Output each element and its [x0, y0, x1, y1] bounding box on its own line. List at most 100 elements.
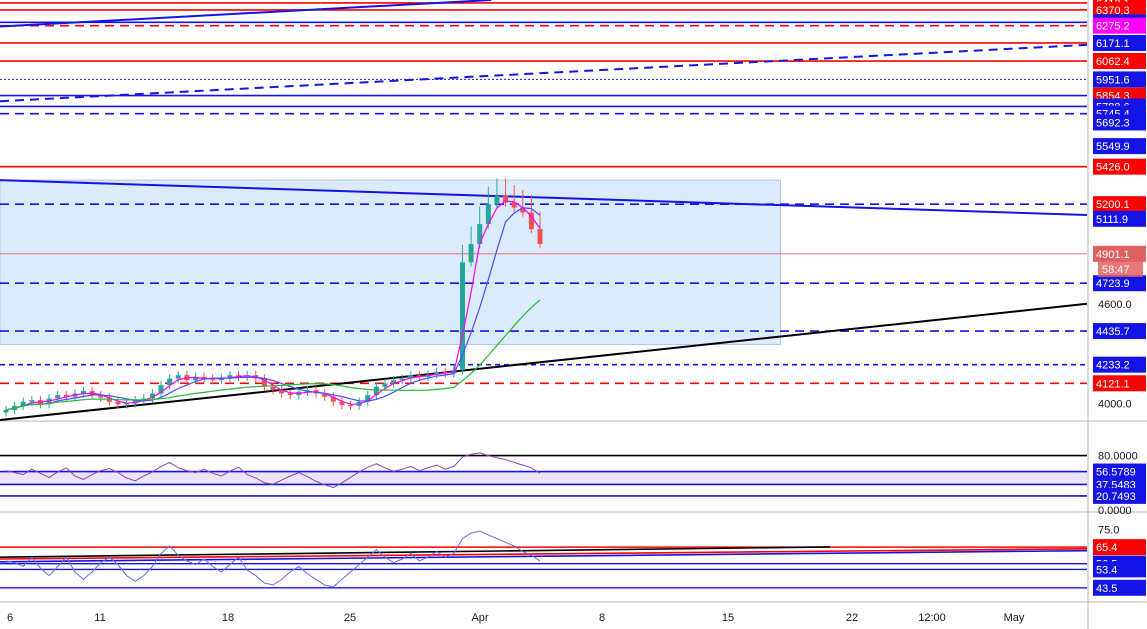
price-badge-label: 6275.2 — [1096, 21, 1130, 33]
trendline-ascending-black[interactable] — [0, 302, 1088, 421]
candle-body — [494, 195, 500, 205]
price-badge-bg — [1093, 1, 1146, 18]
candle-body — [322, 393, 328, 397]
price-badge-bg — [1093, 245, 1146, 262]
candle-body — [20, 401, 26, 406]
osc-tick-75.0: 75.0 — [1098, 524, 1119, 536]
rsi-badge-56.5789[interactable]: 56.5789 — [1093, 463, 1146, 480]
price-badge-label: 56.5789 — [1096, 467, 1136, 479]
candle-body — [485, 204, 491, 225]
trendline-mid-dashed-blue[interactable] — [0, 43, 1088, 103]
time-tick-12:00: 12:00 — [918, 612, 946, 624]
osc-badge-53.4[interactable]: 53.4 — [1093, 561, 1146, 578]
candle-body — [201, 376, 207, 379]
candle-body — [81, 390, 87, 394]
price-badge-6171.1[interactable]: 6171.1 — [1093, 34, 1146, 51]
osc-badge-65.4[interactable]: 65.4 — [1093, 539, 1146, 556]
candle-body — [382, 383, 388, 387]
range-zone — [0, 179, 781, 345]
price-badge-label: 5426.0 — [1096, 162, 1130, 174]
price-badge-6062.4[interactable]: 6062.4 — [1093, 53, 1146, 70]
price-badge-4435.7[interactable]: 4435.7 — [1093, 323, 1146, 340]
candle-body — [477, 224, 483, 245]
candle-body — [468, 244, 474, 263]
price-badge-label: 6062.4 — [1096, 56, 1130, 68]
price-badge-bg — [1093, 196, 1146, 213]
candle-body — [192, 376, 198, 381]
trendline-upper-blue[interactable] — [0, 0, 492, 28]
oscillator-line — [5, 530, 541, 588]
price-badge-label: 6171.1 — [1096, 38, 1130, 50]
candle-body — [98, 395, 104, 398]
price-badge-label: 5200.1 — [1096, 199, 1130, 211]
price-badge-bg — [1093, 138, 1146, 155]
candle-body — [520, 207, 526, 213]
osc-trendline-blue[interactable] — [0, 549, 1088, 563]
time-axis: 6 11 18 25 Apr 8 15 22 12:00 May — [7, 612, 1025, 624]
price-badge-label: 4435.7 — [1096, 326, 1130, 338]
candle-body — [270, 386, 276, 391]
time-tick-6: 6 — [7, 612, 13, 624]
candle-body — [537, 229, 543, 245]
price-badge-bg — [1093, 275, 1146, 292]
price-badge-4723.9[interactable]: 4723.9 — [1093, 275, 1146, 292]
price-badge-bg — [1093, 487, 1146, 504]
price-badge-label: 53.4 — [1096, 564, 1117, 576]
time-tick-11: 11 — [94, 612, 105, 624]
price-badge-5426.0[interactable]: 5426.0 — [1093, 158, 1146, 175]
price-badge-bg — [1093, 323, 1146, 340]
trendline-descending-blue[interactable] — [0, 179, 1088, 216]
candle-body — [63, 395, 69, 397]
price-scale[interactable]: 6412.16370.36295.76275.26171.16062.45951… — [1087, 0, 1146, 629]
candle-body — [167, 378, 173, 386]
price-badge-4121.1[interactable]: 4121.1 — [1093, 375, 1146, 392]
price-badge-6275.2[interactable]: 6275.2 — [1093, 17, 1146, 34]
price-badge-5951.6[interactable]: 5951.6 — [1093, 71, 1146, 88]
price-badge-5692.3[interactable]: 5692.3 — [1093, 114, 1146, 131]
price-badge-label: 5692.3 — [1096, 117, 1130, 129]
candle-body — [330, 396, 336, 402]
price-badge-bg — [1093, 71, 1146, 88]
rsi-line — [5, 452, 541, 489]
candle-body — [528, 212, 534, 230]
price-badge-label: 5951.6 — [1096, 74, 1130, 86]
candle-body — [511, 202, 517, 208]
candle-body — [3, 410, 9, 413]
price-badge-bg — [1093, 53, 1146, 70]
time-tick-18: 18 — [222, 612, 234, 624]
price-badge-bg — [1093, 539, 1146, 556]
rsi-panel — [0, 452, 1147, 513]
osc-badge-43.5[interactable]: 43.5 — [1093, 579, 1146, 596]
price-tick-4600.0: 4600.0 — [1098, 299, 1132, 311]
rsi-badge-20.7493[interactable]: 20.7493 — [1093, 487, 1146, 504]
moving-average-line — [5, 299, 541, 411]
candle-body — [339, 401, 345, 406]
candle-body — [279, 390, 285, 394]
candle-body — [227, 375, 233, 378]
oscillator-panel — [0, 530, 1147, 603]
candle-body — [55, 395, 61, 399]
price-badge-label: 43.5 — [1096, 583, 1117, 595]
price-badge-label: 65.4 — [1096, 542, 1117, 554]
candle-body — [373, 386, 379, 396]
candle-body — [408, 375, 414, 379]
time-tick-22: 22 — [846, 612, 858, 624]
countdown-bg — [1098, 260, 1143, 277]
price-badge-label: 4901.1 — [1096, 249, 1130, 261]
price-badge-bg — [1093, 356, 1146, 373]
candle-body — [416, 375, 422, 377]
price-badge-bg — [1093, 375, 1146, 392]
price-badge-4233.2[interactable]: 4233.2 — [1093, 356, 1146, 373]
moving-average-line — [5, 200, 541, 411]
price-badge-4901.1[interactable]: 4901.1 — [1093, 245, 1146, 262]
candle-body — [399, 378, 405, 381]
price-tick-4000.0: 4000.0 — [1098, 398, 1132, 410]
price-badge-5200.1[interactable]: 5200.1 — [1093, 196, 1146, 213]
price-badge-6370.3[interactable]: 6370.3 — [1093, 1, 1146, 18]
price-badge-5111.9[interactable]: 5111.9 — [1093, 210, 1146, 227]
price-badge-5549.9[interactable]: 5549.9 — [1093, 138, 1146, 155]
price-panel — [0, 0, 1147, 422]
candle-body — [149, 393, 155, 399]
price-badge-bg — [1093, 579, 1146, 596]
osc-trendline-black[interactable] — [0, 546, 831, 558]
